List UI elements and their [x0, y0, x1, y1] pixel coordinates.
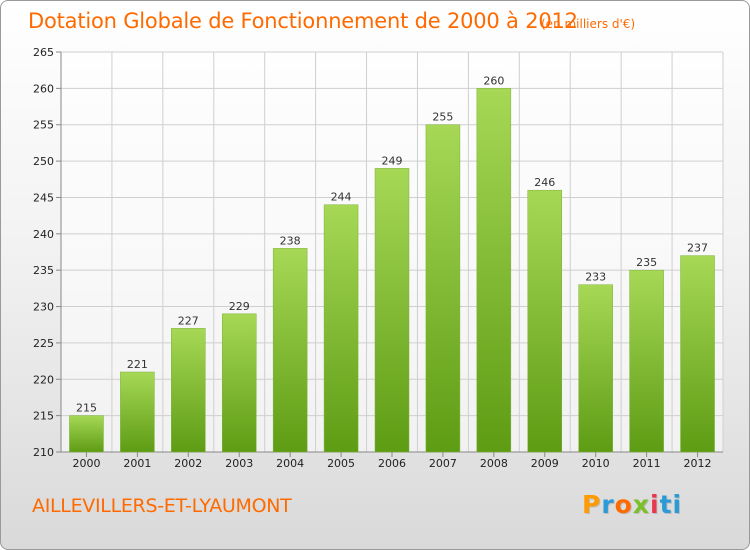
bar-2005: [323, 204, 359, 453]
x-tick-label-2012: 2012: [684, 457, 712, 470]
data-label-2006: 249: [382, 154, 403, 167]
data-label-2001: 221: [127, 358, 148, 371]
bar-2008: [476, 88, 512, 453]
y-tick-label: 230: [33, 301, 54, 314]
x-tick-label-2008: 2008: [480, 457, 508, 470]
proxiti-logo: Proxiti: [582, 490, 683, 519]
y-tick-label: 215: [33, 410, 54, 423]
x-tick-label-2009: 2009: [531, 457, 559, 470]
data-label-2003: 229: [229, 300, 250, 313]
chart-title: Dotation Globale de Fonctionnement de 20…: [28, 9, 578, 33]
data-labels: 215 221 227 229 238 244 249 255 260 246 233 235 237: [76, 74, 708, 414]
data-label-2009: 246: [534, 176, 555, 189]
data-label-2000: 215: [76, 402, 97, 415]
y-tick-label: 255: [33, 119, 54, 132]
bar-2003: [221, 313, 257, 453]
data-label-2002: 227: [178, 314, 199, 327]
bar-2012: [680, 255, 715, 453]
bars: [69, 88, 715, 453]
data-label-2012: 237: [687, 242, 708, 255]
y-tick-label: 235: [33, 264, 54, 277]
bar-2001: [120, 371, 155, 453]
x-tick-label-2001: 2001: [123, 457, 151, 470]
bar-2004: [272, 248, 308, 453]
data-label-2007: 255: [432, 111, 453, 124]
y-tick-label: 220: [33, 373, 54, 386]
x-tick-label-2006: 2006: [378, 457, 406, 470]
y-tick-label: 210: [33, 446, 54, 459]
x-tick-label-2000: 2000: [72, 457, 100, 470]
x-tick-label-2007: 2007: [429, 457, 457, 470]
commune-name: AILLEVILLERS-ET-LYAUMONT: [32, 495, 292, 517]
y-tick-label: 245: [33, 191, 54, 204]
bar-2000: [69, 415, 104, 453]
data-label-2011: 235: [636, 256, 657, 269]
y-tick-label: 225: [33, 337, 54, 350]
bar-2011: [629, 269, 664, 453]
x-tick-labels: 2000 2001 2002 2003 2004 2005 2006 2007 2008 2009…: [72, 457, 711, 470]
y-tick-label: 250: [33, 155, 54, 168]
bar-2002: [171, 328, 206, 453]
chart-unit-label: (en milliers d'€): [541, 17, 636, 31]
x-tick-label-2003: 2003: [225, 457, 253, 470]
x-tick-label-2005: 2005: [327, 457, 355, 470]
y-tick-label: 260: [33, 82, 54, 95]
y-tick-label: 240: [33, 228, 54, 241]
bar-2006: [374, 168, 410, 453]
data-label-2005: 244: [331, 191, 352, 204]
y-tick-label: 265: [33, 46, 54, 59]
bar-2009: [527, 189, 563, 453]
data-label-2004: 238: [280, 234, 301, 247]
x-tick-label-2002: 2002: [174, 457, 202, 470]
x-tick-label-2004: 2004: [276, 457, 304, 470]
bar-2007: [425, 124, 461, 453]
bar-2010: [578, 284, 613, 453]
x-tick-label-2011: 2011: [633, 457, 661, 470]
y-tick-labels: 210 215 220 225 230 235 240 245 250 255 260 265: [33, 46, 54, 459]
data-label-2010: 233: [585, 271, 606, 284]
x-tick-label-2010: 2010: [582, 457, 610, 470]
data-label-2008: 260: [483, 74, 504, 87]
